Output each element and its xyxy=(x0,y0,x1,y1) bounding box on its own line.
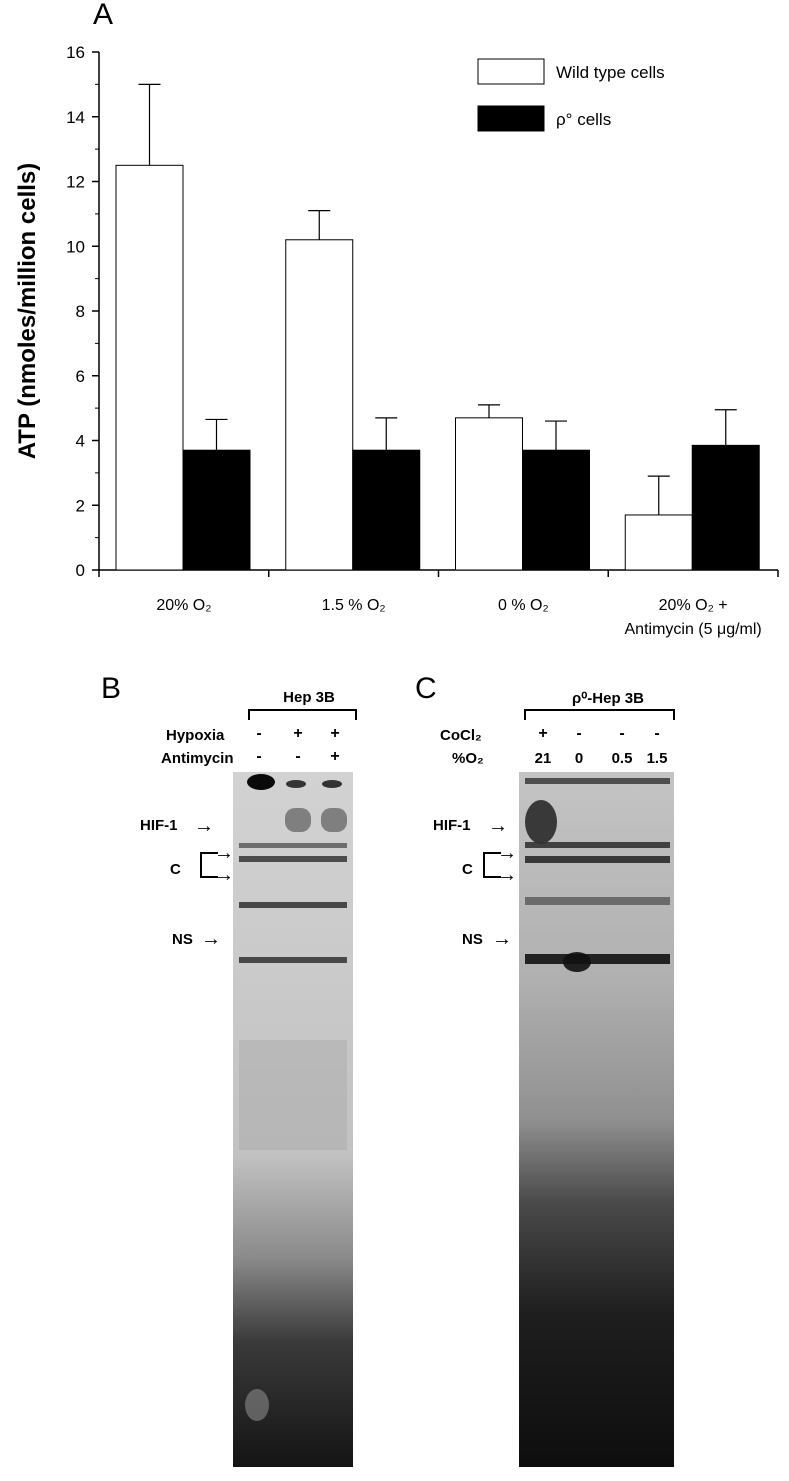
gel-b-group-bracket xyxy=(248,709,357,720)
y-tick-label: 16 xyxy=(66,43,85,62)
gel-c-image xyxy=(519,772,674,1467)
gel-c-sign: - xyxy=(576,725,582,742)
x-category-label: 0 % O₂ xyxy=(498,597,549,614)
x-category-label: 1.5 % O₂ xyxy=(322,597,386,614)
gel-c-sign: + xyxy=(538,725,548,742)
atp-bar-chart: 0 2 4 6 8 10 12 14 16 ATP (nmoles/million cells) 2… xyxy=(14,43,779,638)
gel-b-row-label-hypoxia: Hypoxia xyxy=(166,727,225,744)
gel-c-band-label-ns: NS xyxy=(462,931,483,948)
gel-b-sign: - xyxy=(256,725,262,742)
y-tick-label: 0 xyxy=(76,561,85,580)
y-tick-label: 8 xyxy=(76,302,85,321)
legend-label: ρ° cells xyxy=(556,110,611,129)
gel-c-o2-value: 1.5 xyxy=(646,750,668,767)
gel-b-arrow-c-upper: → xyxy=(214,842,234,864)
gel-b-image xyxy=(233,772,353,1467)
legend-swatch xyxy=(477,105,545,132)
gel-b-arrow-c-lower: → xyxy=(214,864,234,886)
panel-a-letter: A xyxy=(93,0,114,31)
gel-b-arrow-hif1: → xyxy=(194,815,214,837)
y-axis-label: ATP (nmoles/million cells) xyxy=(14,163,41,460)
panel-c-letter: C xyxy=(415,672,437,705)
gel-c-row-label-o2: %O₂ xyxy=(452,750,484,767)
y-tick-label: 6 xyxy=(76,367,85,386)
legend-swatch xyxy=(477,58,545,85)
y-tick-label: 12 xyxy=(66,173,85,192)
gel-c-row-label-cocl2: CoCl₂ xyxy=(440,727,482,744)
gel-b-sign: - xyxy=(295,748,301,765)
bar-rho0 xyxy=(182,449,251,571)
x-category-label: Antimycin (5 μg/ml) xyxy=(625,621,762,638)
gel-b-band-label-c: C xyxy=(170,861,181,878)
bar-rho0 xyxy=(352,449,421,571)
legend-label: Wild type cells xyxy=(556,63,665,82)
gel-c-arrow-ns: → xyxy=(492,928,512,950)
y-tick-label: 4 xyxy=(76,432,85,451)
gel-c-group-label: ρ⁰-Hep 3B xyxy=(572,690,644,707)
gel-b-sign: - xyxy=(256,748,262,765)
gel-c-arrow-hif1: → xyxy=(488,815,508,837)
y-tick-label: 2 xyxy=(76,496,85,515)
bar-rho0 xyxy=(522,449,590,571)
gel-b-arrow-ns: → xyxy=(201,928,221,950)
gel-b-sign: + xyxy=(293,725,303,742)
bar-wild-type xyxy=(455,417,523,571)
gel-c-arrow-c-lower: → xyxy=(497,864,517,886)
y-tick-label: 10 xyxy=(66,237,85,256)
gel-c-o2-value: 0.5 xyxy=(611,750,633,767)
gel-b-row-label-antimycin: Antimycin xyxy=(161,750,234,767)
gel-b-band-label-ns: NS xyxy=(172,931,193,948)
bar-wild-type xyxy=(624,514,693,571)
x-category-label: 20% O₂ xyxy=(156,597,211,614)
gel-c-arrow-c-upper: → xyxy=(497,842,517,864)
y-tick-label: 14 xyxy=(66,108,85,127)
x-category-label: 20% O₂ + xyxy=(659,597,728,614)
gel-b-group-label: Hep 3B xyxy=(283,689,335,706)
panel-b-letter: B xyxy=(101,672,122,705)
gel-c-o2-value: 21 xyxy=(534,750,552,767)
gel-c-group-bracket xyxy=(524,709,675,720)
gel-c-band-label-hif1: HIF-1 xyxy=(433,817,471,834)
gel-c-band-label-c: C xyxy=(462,861,473,878)
gel-c-o2-value: 0 xyxy=(574,750,584,767)
gel-c-sign: - xyxy=(654,725,660,742)
bar-wild-type xyxy=(115,164,184,571)
gel-c-bracket-c xyxy=(483,852,501,878)
gel-b-bracket-c xyxy=(200,852,218,878)
bar-rho0 xyxy=(691,444,760,571)
bar-wild-type xyxy=(285,239,354,571)
gel-b-sign: + xyxy=(330,748,340,765)
gel-b-band-label-hif1: HIF-1 xyxy=(140,817,178,834)
gel-c-sign: - xyxy=(619,725,625,742)
gel-b-sign: + xyxy=(330,725,340,742)
